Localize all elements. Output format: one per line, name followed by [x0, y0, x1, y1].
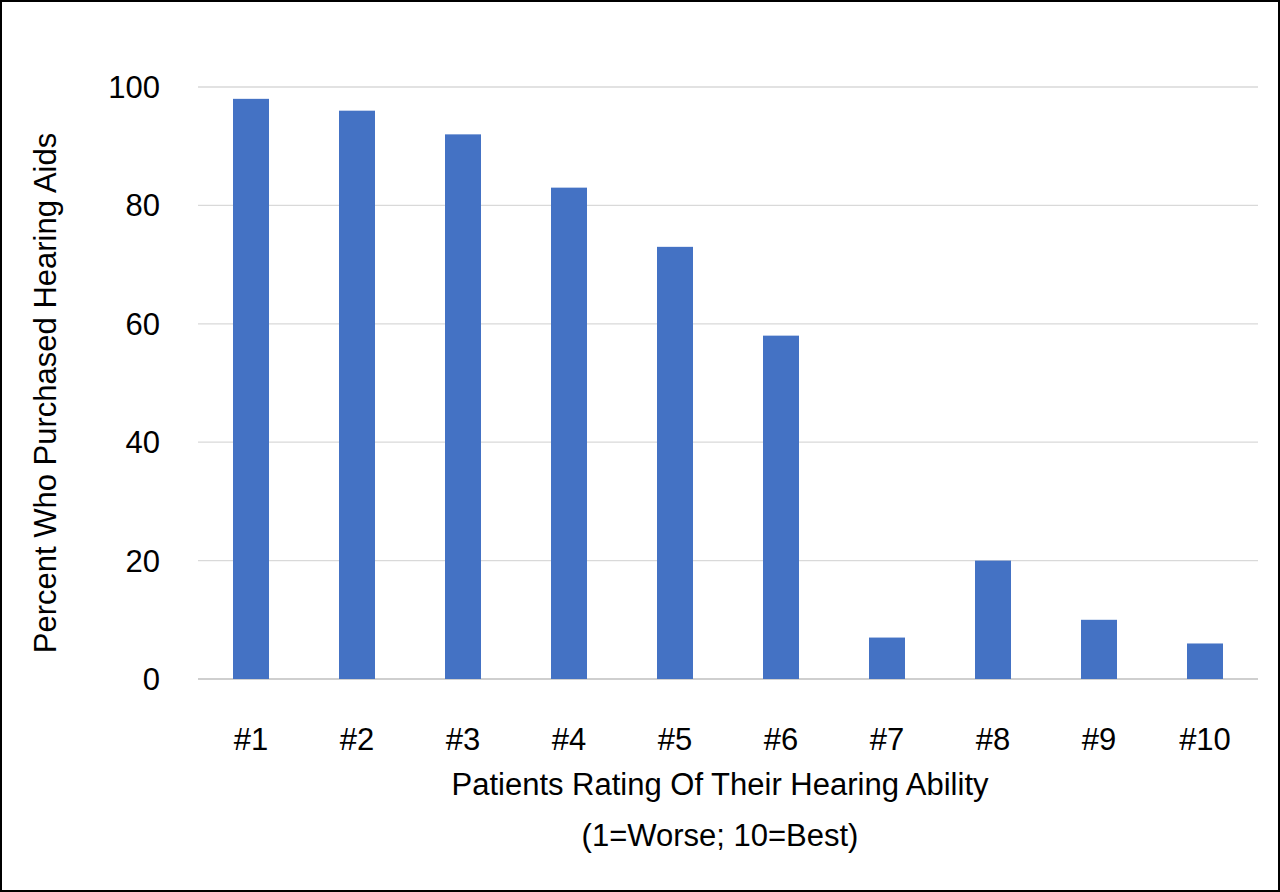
- x-tick-label: #1: [234, 722, 268, 757]
- x-tick-label: #8: [976, 722, 1010, 757]
- bar: [445, 134, 481, 679]
- y-tick-label: 20: [126, 544, 160, 579]
- bar: [1187, 643, 1223, 679]
- chart-container: 0 20 40 60 80 100 #1 #2 #3 #4 #5 #6 #7 #8 #9 #10 Patient…: [0, 0, 1280, 892]
- y-axis-label: Percent Who Purchased Hearing Aids: [28, 133, 63, 653]
- background: [0, 0, 1280, 892]
- x-tick-label: #7: [870, 722, 904, 757]
- x-tick-label: #10: [1179, 722, 1231, 757]
- x-axis-label: (1=Worse; 10=Best): [582, 818, 859, 853]
- bar: [551, 188, 587, 679]
- y-tick-label: 80: [126, 188, 160, 223]
- y-tick-label: 0: [143, 662, 160, 697]
- bars: [233, 99, 1223, 679]
- bar: [657, 247, 693, 679]
- grid-line: [198, 86, 1258, 87]
- x-tick-label: #2: [340, 722, 374, 757]
- chart-svg: 0 20 40 60 80 100 #1 #2 #3 #4 #5 #6 #7 #8 #9 #10 Patient…: [0, 0, 1280, 892]
- x-axis-label: Patients Rating Of Their Hearing Ability: [451, 767, 989, 802]
- y-tick-label: 60: [126, 307, 160, 342]
- bar: [869, 638, 905, 679]
- x-tick-label: #9: [1082, 722, 1116, 757]
- y-tick-label: 40: [126, 425, 160, 460]
- x-tick-label: #3: [446, 722, 480, 757]
- x-tick-label: #5: [658, 722, 692, 757]
- bar: [339, 111, 375, 679]
- y-tick-label: 100: [108, 70, 160, 105]
- frame: [1, 1, 1279, 891]
- bar: [233, 99, 269, 679]
- bar: [1081, 620, 1117, 679]
- x-tick-label: #6: [764, 722, 798, 757]
- bar: [763, 336, 799, 679]
- x-tick-label: #4: [552, 722, 586, 757]
- bar: [975, 561, 1011, 679]
